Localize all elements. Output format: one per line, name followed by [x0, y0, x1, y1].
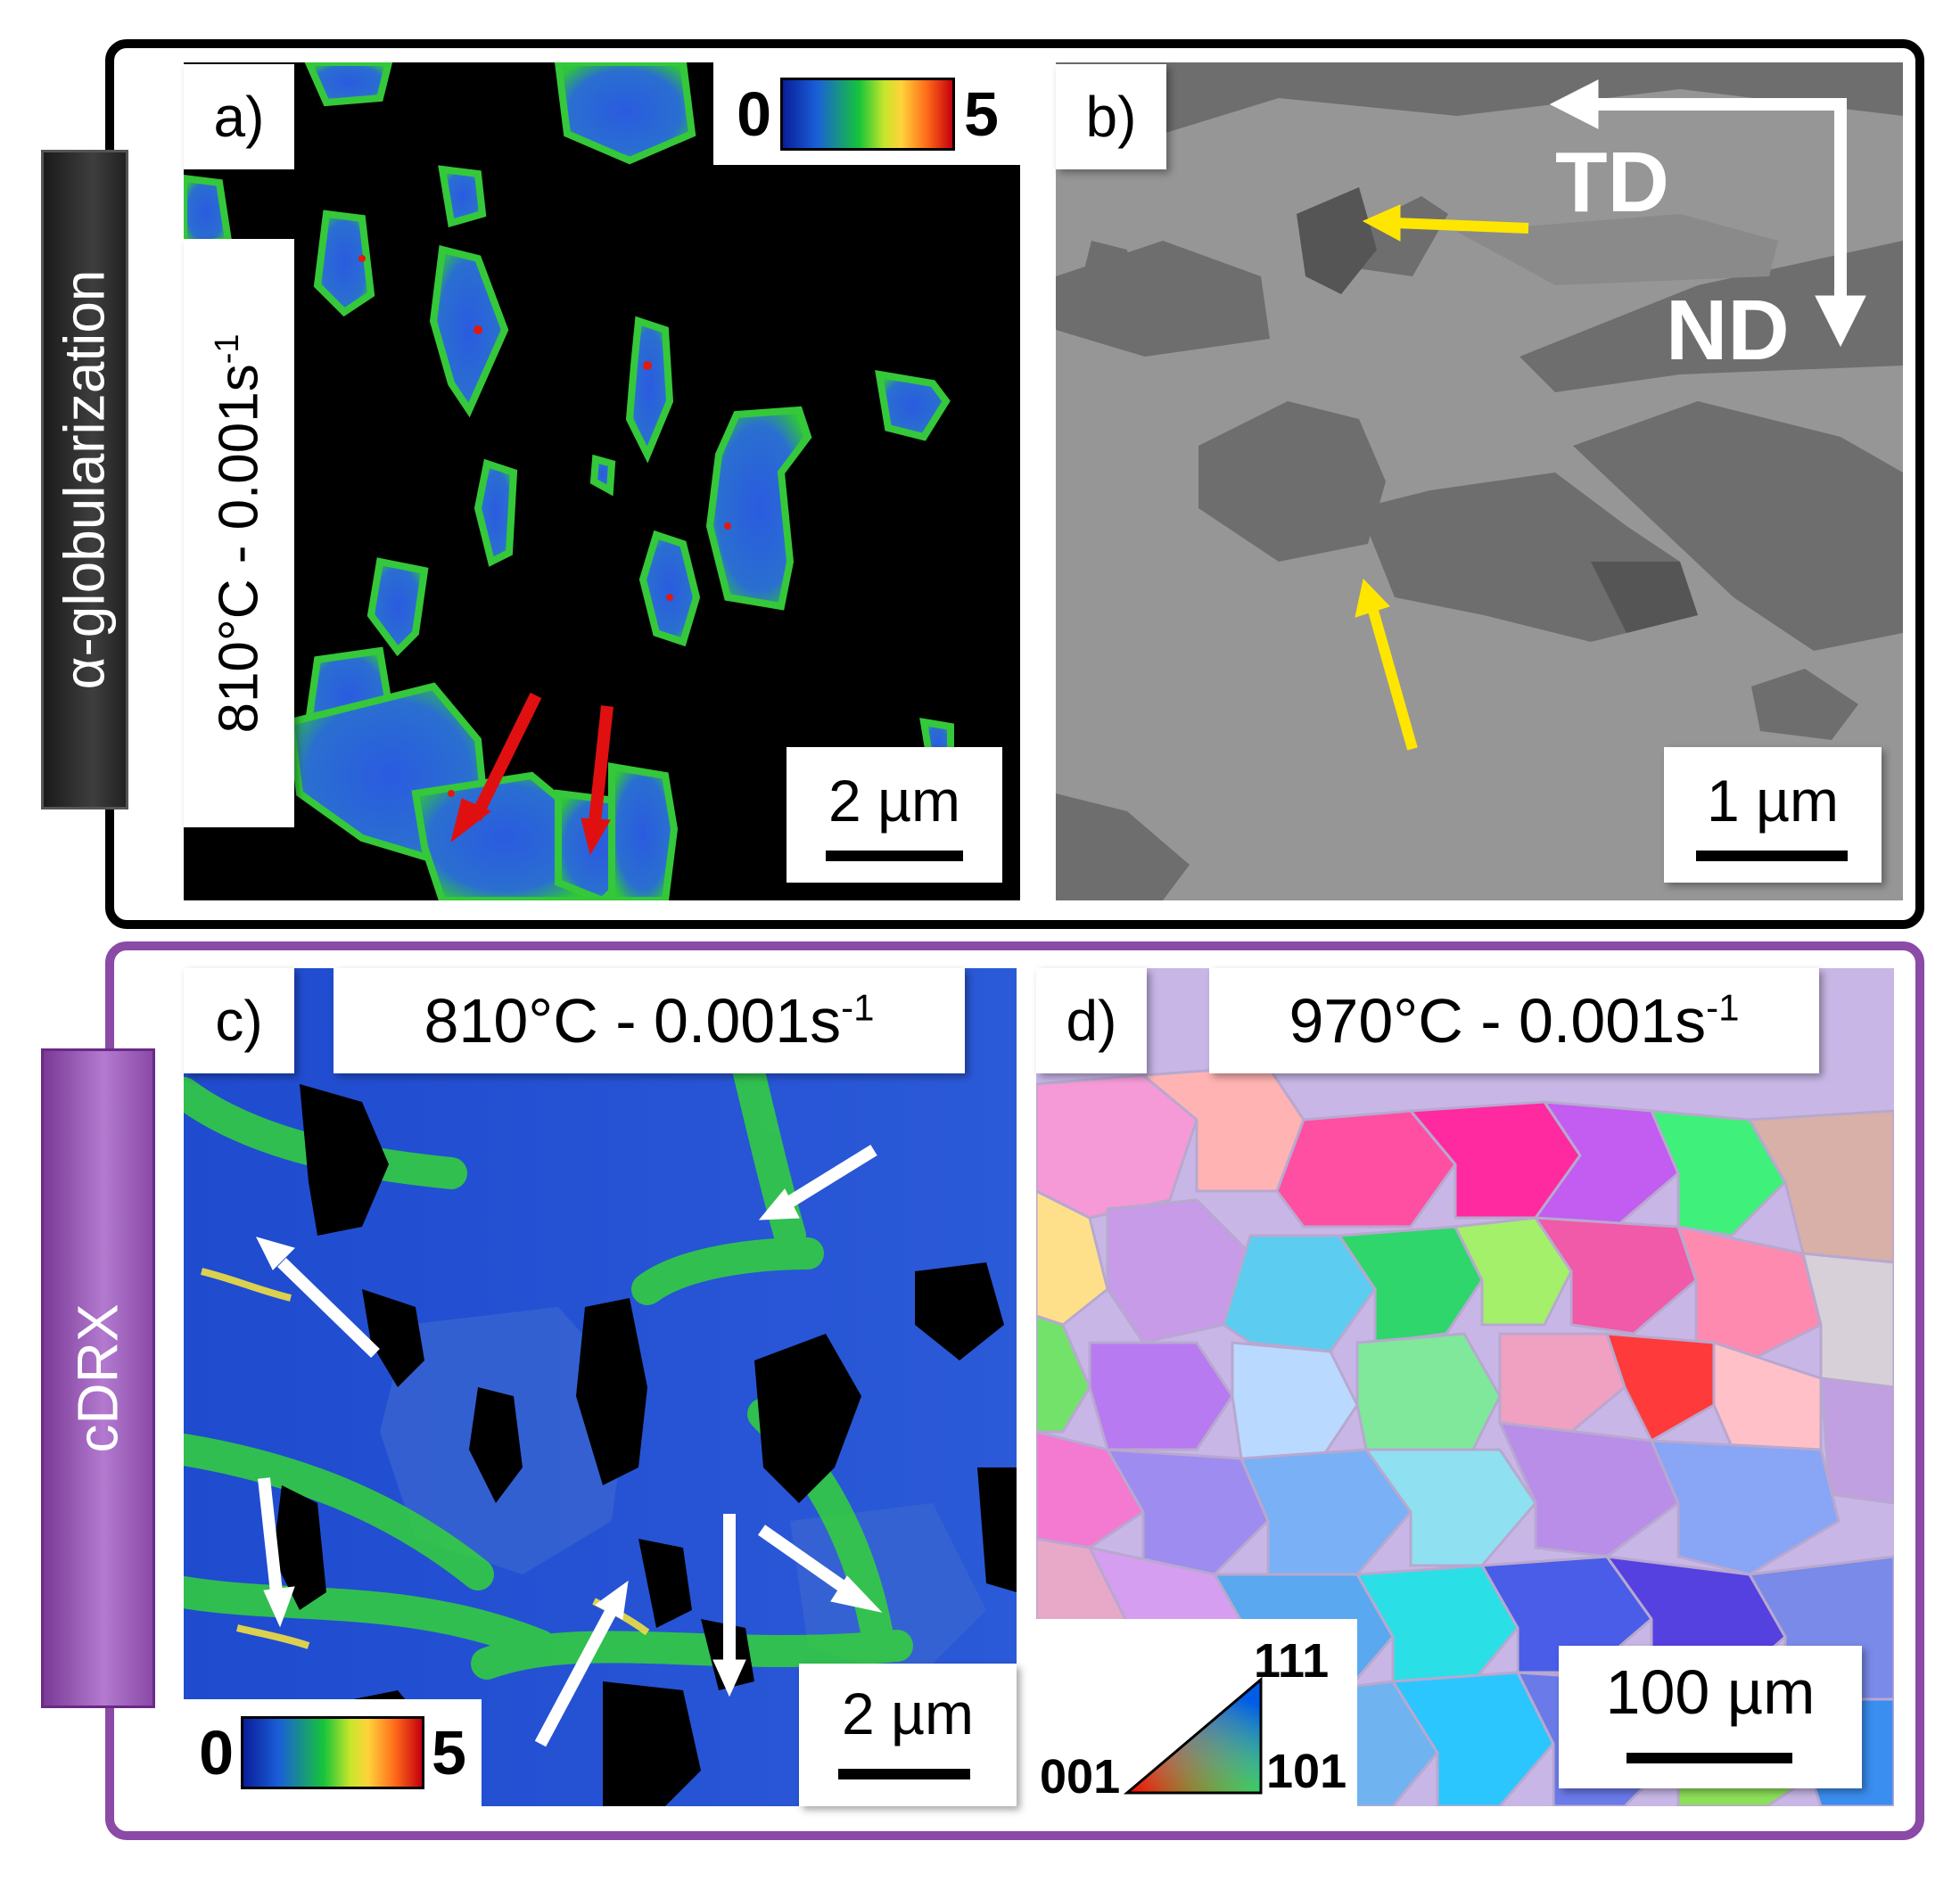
panel-b-label-text: b)	[1085, 85, 1137, 149]
side-tag-bottom-text: cDRX	[66, 1303, 130, 1453]
panel-b-axis-td: TD	[1555, 135, 1669, 230]
panel-a-condition-sup: -1	[208, 333, 246, 364]
panel-a-colorbar-max: 5	[964, 78, 999, 149]
panel-c-scale-text: 2 µm	[841, 1681, 975, 1746]
side-tag-top-text: α-globularization	[53, 269, 117, 690]
panel-c-condition: 810°C - 0.001s-1	[334, 968, 965, 1073]
panel-d-condition: 970°C - 0.001s-1	[1209, 968, 1819, 1073]
panel-c-condition-main: 810°C - 0.001s	[424, 986, 842, 1056]
panel-a-colorbar: 0 5	[713, 62, 1022, 165]
panel-c-colorbar-min: 0	[199, 1718, 234, 1787]
panel-a-condition-main: 810°C - 0.001s	[208, 363, 270, 734]
panel-b-axis-nd: ND	[1666, 283, 1790, 378]
side-tag-alpha-globularization: α-globularization	[41, 150, 128, 810]
panel-b-scale-bar	[1696, 851, 1848, 861]
panel-c-label-text: c)	[215, 989, 263, 1053]
panel-d-label: d)	[1036, 968, 1147, 1073]
side-tag-cdrx: cDRX	[41, 1048, 155, 1708]
panel-a-label-text: a)	[213, 85, 265, 149]
panel-b-scale-box: 1 µm	[1664, 747, 1882, 883]
panel-d-ipf-101: 101	[1266, 1745, 1347, 1798]
panel-b-scale-text: 1 µm	[1706, 768, 1840, 834]
panel-a-scale-box: 2 µm	[786, 747, 1002, 883]
panel-c-condition-sup: -1	[841, 986, 875, 1029]
panel-c-scale-box: 2 µm	[799, 1664, 1017, 1806]
panel-c-colorbar: 0 5	[184, 1699, 482, 1806]
panel-a-label: a)	[184, 64, 294, 169]
panel-d-condition-main: 970°C - 0.001s	[1289, 986, 1707, 1056]
panel-a-condition: 810°C - 0.001s-1	[184, 239, 294, 827]
panel-d-scale-text: 100 µm	[1605, 1657, 1816, 1727]
panel-d-condition-sup: -1	[1706, 986, 1740, 1029]
panel-d-ipf-111: 111	[1254, 1634, 1330, 1688]
panel-a-scale-text: 2 µm	[828, 768, 961, 834]
panel-c-scale-bar	[838, 1769, 970, 1779]
panel-b-label: b)	[1056, 64, 1166, 169]
panel-c-label: c)	[184, 968, 294, 1073]
panel-d-label-text: d)	[1066, 989, 1117, 1053]
panel-d-condition-text: 970°C - 0.001s-1	[1289, 985, 1739, 1056]
panel-c-colorbar-max: 5	[432, 1718, 466, 1787]
panel-c-condition-text: 810°C - 0.001s-1	[424, 985, 874, 1056]
panel-a-red-arrows	[450, 692, 614, 856]
panel-c-colorbar-gradient	[241, 1716, 424, 1789]
panel-a-colorbar-gradient	[780, 77, 955, 151]
panel-a-colorbar-min: 0	[737, 78, 771, 149]
panel-d-scale-bar	[1626, 1753, 1792, 1763]
panel-b-microstructure	[1056, 62, 1903, 900]
panel-d-scale-box: 100 µm	[1559, 1646, 1862, 1788]
panel-a-scale-bar	[826, 851, 963, 861]
panel-a-condition-text: 810°C - 0.001s-1	[208, 333, 271, 733]
panel-d-ipf-001: 001	[1040, 1750, 1121, 1804]
